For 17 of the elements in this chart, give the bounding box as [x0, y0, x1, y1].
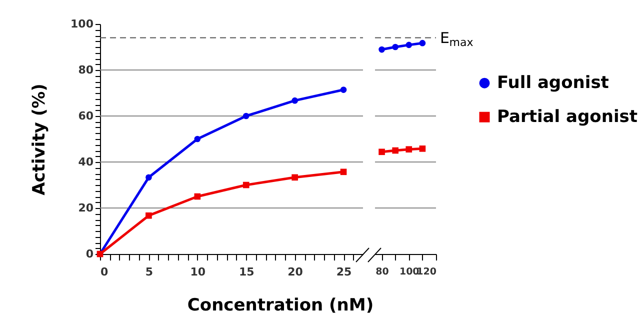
y-tick-label: 0 — [86, 248, 94, 260]
x-tick-label: 15 — [238, 266, 254, 278]
x-tick-label: 10 — [190, 266, 206, 278]
y-tick-label: 20 — [78, 202, 94, 214]
x-tick-label: 80 — [376, 266, 390, 278]
y-tick-label: 80 — [78, 64, 94, 76]
y-tick-label: 40 — [78, 156, 94, 168]
x-tick-label: 0 — [100, 266, 108, 278]
x-axis-title: Concentration (nM) — [187, 296, 374, 316]
legend-label: Full agonist — [497, 73, 609, 94]
y-axis-title: Activity (%) — [30, 84, 50, 196]
y-tick-label: 100 — [70, 18, 94, 30]
x-tick-label: 25 — [336, 266, 352, 278]
x-tick-label: 20 — [288, 266, 304, 278]
y-tick-label: 60 — [78, 110, 94, 122]
legend-label: Partial agonist — [497, 107, 638, 128]
x-tick-label: 5 — [145, 266, 154, 278]
